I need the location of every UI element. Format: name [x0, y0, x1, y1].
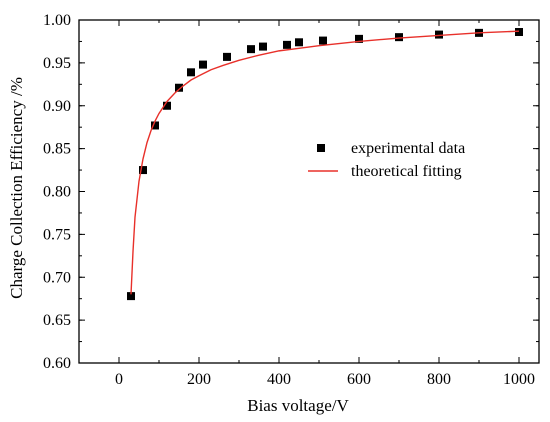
data-point — [319, 36, 327, 45]
data-point — [151, 121, 159, 130]
y-tick-label: 0.90 — [43, 98, 71, 115]
x-tick-label: 800 — [427, 371, 451, 388]
data-point — [163, 101, 171, 110]
y-tick-label: 0.60 — [43, 355, 71, 372]
y-tick-label: 0.70 — [43, 269, 71, 286]
x-tick-label: 600 — [347, 371, 371, 388]
y-tick-label: 0.65 — [43, 312, 71, 329]
data-point — [435, 30, 443, 39]
series-layer — [127, 28, 523, 301]
theoretical-fitting-line — [130, 30, 520, 295]
x-axis-title: Bias voltage/V — [247, 396, 349, 415]
legend-label-experimental: experimental data — [351, 140, 465, 157]
data-point — [199, 60, 207, 69]
y-axis-ticks: 0.60 0.65 0.70 0.75 0.80 0.85 0.90 0.95 1.00 — [43, 12, 539, 372]
legend-marker-experimental — [317, 144, 325, 152]
legend: experimental data theoretical fitting — [308, 140, 465, 180]
data-point — [175, 83, 183, 92]
plot-border — [78, 19, 540, 364]
data-point — [127, 292, 135, 301]
x-tick-label: 400 — [267, 371, 291, 388]
x-axis-ticks: 0 200 400 600 800 1000 — [78, 20, 535, 388]
y-axis-title: Charge Collection Efficiency /% — [7, 77, 26, 299]
data-point — [515, 28, 523, 37]
data-point — [395, 33, 403, 42]
legend-label-fitting: theoretical fitting — [351, 163, 462, 180]
data-point — [283, 40, 291, 49]
y-tick-label: 0.85 — [43, 141, 71, 158]
data-point — [295, 38, 303, 47]
data-point — [139, 166, 147, 175]
y-tick-label: 0.95 — [43, 55, 71, 72]
experimental-data-series — [127, 28, 523, 301]
y-tick-label: 0.75 — [43, 226, 71, 243]
y-tick-label: 0.80 — [43, 184, 71, 201]
plot-frame — [78, 19, 540, 364]
data-point — [355, 34, 363, 43]
x-tick-label: 1000 — [503, 371, 535, 388]
data-point — [223, 52, 231, 61]
data-point — [259, 42, 267, 51]
data-point — [187, 68, 195, 77]
data-point — [247, 45, 255, 54]
x-tick-label: 200 — [187, 371, 211, 388]
y-tick-label: 1.00 — [43, 12, 71, 29]
x-tick-label: 0 — [115, 371, 123, 388]
